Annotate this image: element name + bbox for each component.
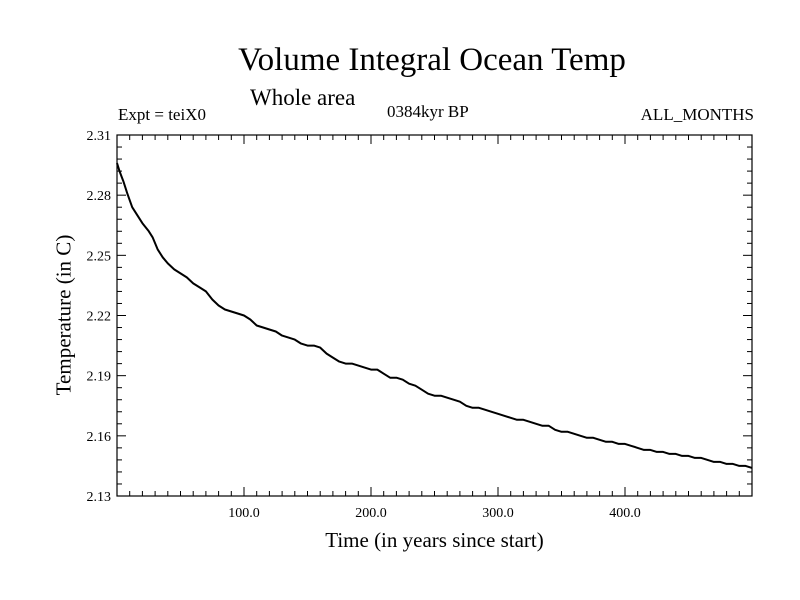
x-axis-label: Time (in years since start) <box>325 528 544 552</box>
y-tick-label: 2.19 <box>87 370 112 385</box>
x-tick-label: 300.0 <box>482 506 514 521</box>
chart-title: Volume Integral Ocean Temp <box>238 42 626 78</box>
x-tick-label: 200.0 <box>355 506 387 521</box>
y-tick-label: 2.22 <box>87 310 112 325</box>
experiment-label: Expt = teiX0 <box>118 105 206 124</box>
y-tick-label: 2.25 <box>87 249 112 264</box>
series-line <box>116 162 753 469</box>
x-tick-label: 400.0 <box>609 506 641 521</box>
y-tick-label: 2.13 <box>87 490 112 505</box>
y-tick-label: 2.16 <box>87 430 112 445</box>
plot-frame <box>116 134 753 497</box>
months-label: ALL_MONTHS <box>640 105 754 124</box>
y-tick-label: 2.28 <box>87 189 112 204</box>
period-label: 0384kyr BP <box>387 102 469 121</box>
y-tick-label: 2.31 <box>87 129 112 144</box>
x-tick-label: 100.0 <box>228 506 260 521</box>
chart-subtitle: Whole area <box>250 85 356 110</box>
